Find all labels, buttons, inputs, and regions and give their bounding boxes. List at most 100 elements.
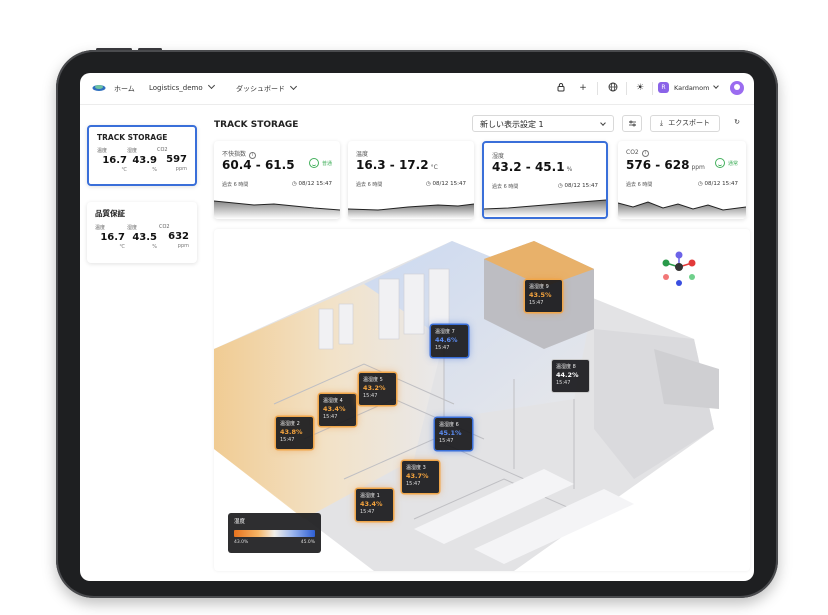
kpi-value: 60.4 - 61.5 [222,158,295,172]
metric-unit: % [152,244,157,250]
app-screen: ホーム Logistics_demo ダッシュボード + ☀ R Kardamo… [80,73,754,581]
metric-value: 597 [166,154,187,165]
kpi-time-value: 08/12 15:47 [704,181,738,187]
app-logo-icon[interactable] [92,83,106,93]
sensor-name: 温湿度 5 [363,377,383,383]
kpi-period: 過去 6 時間 [356,182,383,188]
dashboard-selector[interactable]: ダッシュボード [236,82,298,94]
location-name: TRACK STORAGE [97,133,168,142]
project-selector[interactable]: Logistics_demo [149,81,215,92]
view-setting-select[interactable]: 新しい表示設定 1 [472,115,614,132]
user-menu[interactable]: Kardamom [674,83,720,92]
kpi-time-value: 08/12 15:47 [432,181,466,187]
sensor-tag-7[interactable]: 温湿度 7 44.6% 15:47 [431,325,468,357]
divider [626,82,627,95]
sensor-tag-1[interactable]: 温湿度 1 43.4% 15:47 [356,489,393,521]
metric-value: 16.7 [100,232,125,243]
sensor-value: 43.5% [529,291,552,299]
sensor-tag-5[interactable]: 温湿度 5 43.2% 15:47 [359,373,396,405]
location-name: 品質保証 [95,209,125,218]
lock-icon[interactable] [555,82,567,94]
sensor-name: 温湿度 1 [360,493,380,499]
sensor-time: 15:47 [406,481,421,487]
sensor-time: 15:47 [556,380,571,386]
sensor-time: 15:47 [360,509,375,515]
metric-value: 43.5 [132,232,157,243]
kpi-time-value: 08/12 15:47 [298,181,332,187]
clock-icon: ◷ [425,181,431,187]
export-button[interactable]: ⤓ エクスポート [650,115,720,132]
kpi-card-temperature[interactable]: 温度 16.3 - 17.2 °C 過去 6 時間 ◷ 08/12 15:47 [348,141,474,219]
sensor-time: 15:47 [363,393,378,399]
sensor-time: 15:47 [280,437,295,443]
sensor-value: 43.4% [360,500,383,508]
kpi-label-row: 温度 [356,149,368,158]
sensor-name: 温湿度 3 [406,465,426,471]
metric-unit: ppm [175,166,187,172]
kpi-label-row: 不快指数 i [222,149,257,159]
smile-icon [714,158,725,168]
volume-button-top [96,48,132,51]
metric-label: 湿度 [127,225,138,231]
sparkline [618,201,746,219]
sensor-value: 43.2% [363,384,386,392]
location-metric-humidity: 湿度 43.9 % [127,147,157,173]
view-setting-value: 新しい表示設定 1 [480,120,544,129]
metric-label: 湿度 [127,148,138,154]
metric-value: 43.9 [132,155,157,166]
nav-home-link[interactable]: ホーム [114,85,135,93]
clock-icon: ◷ [291,181,297,187]
kpi-label: 湿度 [492,153,505,160]
sensor-value: 43.4% [323,405,346,413]
sensor-tag-2[interactable]: 温湿度 2 43.8% 15:47 [276,417,313,449]
sensor-tag-8[interactable]: 温湿度 8 44.2% 15:47 [552,360,589,392]
legend-title: 湿度 [234,519,246,525]
sensor-tag-3[interactable]: 温湿度 3 43.7% 15:47 [402,461,439,493]
sensor-value: 43.7% [406,472,429,480]
kpi-period: 過去 6 時間 [492,184,519,190]
kpi-updated-time: ◷ 08/12 15:47 [698,181,738,187]
kpi-value: 576 - 628 ppm [626,158,705,172]
divider [652,82,653,95]
sensor-tag-6[interactable]: 温湿度 6 45.1% 15:47 [435,418,472,450]
chevron-down-icon [713,83,720,89]
kpi-updated-time: ◷ 08/12 15:47 [558,183,598,189]
info-icon[interactable]: i [249,152,257,159]
avatar[interactable] [730,81,744,95]
sparkline [348,203,474,219]
kpi-label: CO2 [626,149,639,156]
axis-gizmo-icon[interactable] [654,249,704,289]
kpi-card-humidity[interactable]: 湿度 43.2 - 45.1% 過去 6 時間 ◷ 08/12 15:47 [482,141,608,219]
kpi-time-value: 08/12 15:47 [564,183,598,189]
kpi-status: 通常 [714,158,738,168]
kpi-card-co2[interactable]: CO2 i 576 - 628 ppm 通常 過去 6 時間 ◷ 08/12 15:… [618,141,746,219]
sensor-tag-4[interactable]: 温湿度 4 43.4% 15:47 [319,394,356,426]
kpi-card-discomfort-index[interactable]: 不快指数 i 60.4 - 61.5 普通 過去 6 時間 ◷ 08/12 15:… [214,141,340,219]
add-icon[interactable]: + [579,83,587,93]
sensor-time: 15:47 [529,300,544,306]
metric-label: 温度 [97,148,108,154]
kpi-unit: ppm [691,164,705,171]
sensor-tag-9[interactable]: 温湿度 9 43.5% 15:47 [525,280,562,312]
refresh-button[interactable]: ↻ [728,115,746,132]
metric-value: 632 [168,231,189,242]
kpi-status: 普通 [308,158,332,168]
sensor-value: 44.2% [556,371,579,379]
metric-unit: % [152,167,157,173]
user-name: Kardamom [674,84,710,92]
globe-icon[interactable] [607,82,619,94]
sun-icon[interactable]: ☀ [635,83,645,93]
refresh-icon: ↻ [734,118,740,126]
clock-icon: ◷ [557,183,563,189]
kpi-label: 不快指数 [222,151,247,158]
location-metric-co2: CO2 632 ppm [159,224,189,250]
filter-settings-button[interactable] [622,115,642,132]
sparkline [484,199,606,217]
metric-unit: ℃ [119,244,125,250]
location-card-track-storage[interactable]: TRACK STORAGE 温度 16.7 ℃ 湿度 43.9 % CO2 59… [87,125,197,186]
info-icon[interactable]: i [641,150,649,157]
workspace-badge[interactable]: R [658,82,669,93]
kpi-value-text: 43.2 - 45.1 [492,160,565,174]
location-card-quality-assurance[interactable]: 品質保証 温度 16.7 ℃ 湿度 43.5 % CO2 632 ppm [87,202,197,263]
chevron-down-icon [207,81,215,90]
